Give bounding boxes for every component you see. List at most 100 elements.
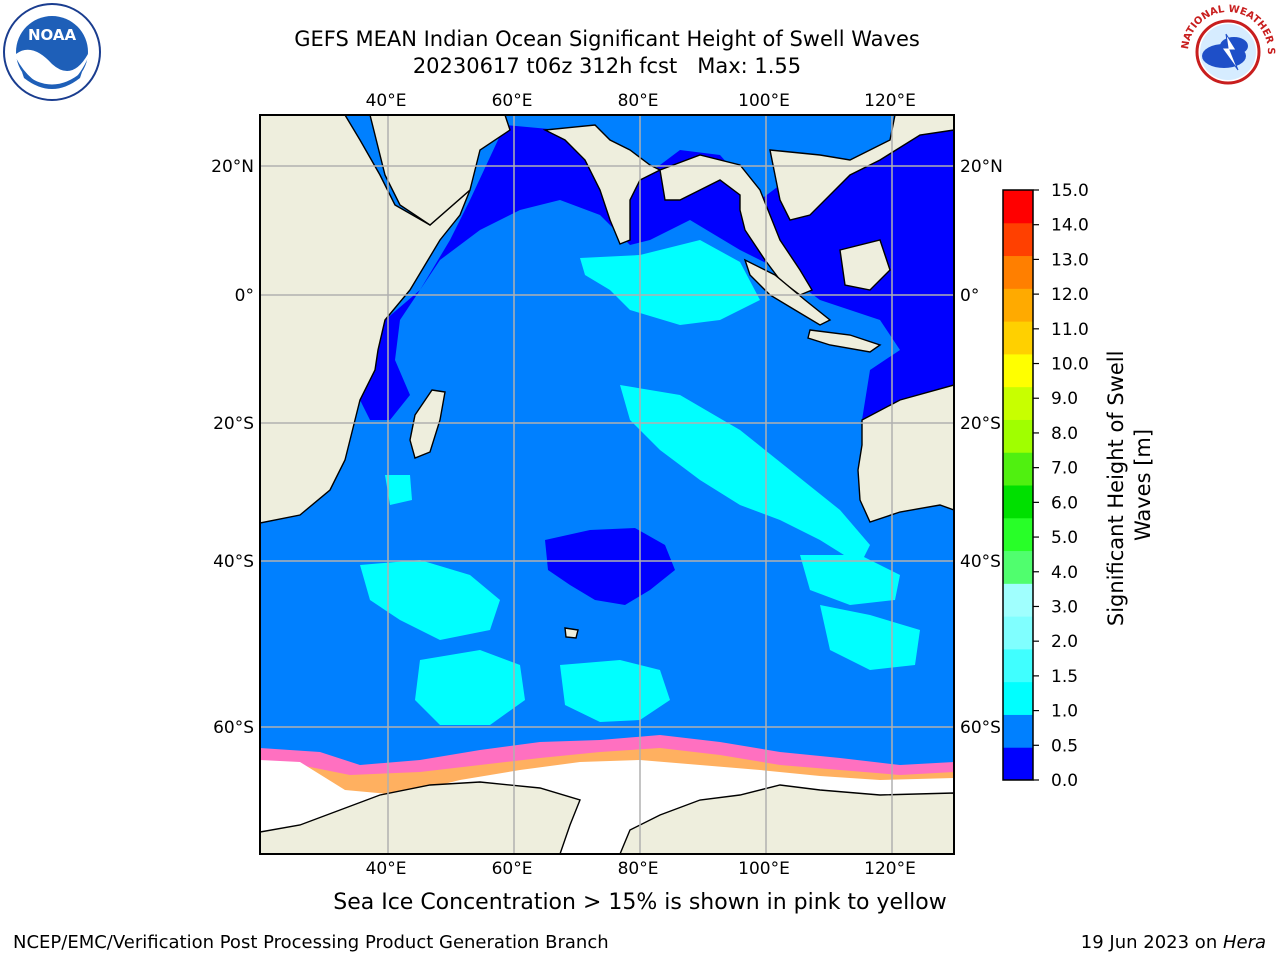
land-arabia — [369, 115, 511, 226]
footer-date: 19 Jun 2023 on Hera — [1081, 932, 1266, 953]
lon-tick-label: 100°E — [738, 91, 790, 111]
gridlines — [260, 115, 954, 854]
colorbar-tick-label: 7.0 — [1051, 459, 1078, 479]
land-australia — [857, 384, 954, 523]
lat-ticks-left: 20°N 0° 20°S 40°S 60°S — [211, 157, 254, 738]
colorbar-segment — [1003, 681, 1033, 715]
land-se-asia — [659, 154, 814, 296]
colorbar-tick-label: 3.0 — [1051, 597, 1078, 617]
colorbar-tick-label: 4.0 — [1051, 563, 1078, 583]
patch-west-small — [385, 475, 412, 505]
land-indochina — [769, 115, 954, 221]
colorbar-tick-label: 5.0 — [1051, 528, 1078, 548]
colorbar-tick-label: 12.0 — [1051, 285, 1089, 305]
lon-tick-label: 60°E — [492, 859, 533, 879]
lat-ticks-right: 20°N 0° 20°S 40°S 60°S — [960, 157, 1003, 738]
colorbar — [1002, 189, 1034, 781]
colorbar-tick-label: 13.0 — [1051, 250, 1089, 270]
land-antarctica-east — [619, 784, 954, 854]
footer-date-text: 19 Jun 2023 on — [1080, 932, 1223, 953]
colorbar-tick-label: 0.0 — [1051, 771, 1078, 791]
colorbar-frame — [1002, 189, 1034, 781]
map-area — [260, 115, 954, 854]
patch-east-2 — [820, 605, 920, 670]
land-madagascar — [409, 389, 446, 459]
colorbar-tick-label: 11.0 — [1051, 320, 1089, 340]
footer-credit: NCEP/EMC/Verification Post Processing Pr… — [13, 932, 609, 953]
lat-tick-label: 0° — [960, 286, 979, 306]
colorbar-title: Significant Height of Swell Waves [m] — [1104, 344, 1155, 626]
colorbar-segment — [1003, 222, 1033, 257]
land-borneo — [839, 239, 891, 291]
colorbar-segment — [1003, 452, 1033, 486]
colorbar-tick-label: 14.0 — [1051, 216, 1089, 236]
colorbar-tick-label: 10.0 — [1051, 355, 1089, 375]
colorbar-segment — [1003, 616, 1033, 650]
colorbar-segment — [1003, 386, 1033, 420]
colorbar-tick-label: 9.0 — [1051, 389, 1078, 409]
sea-ice-caption: Sea Ice Concentration > 15% is shown in … — [333, 890, 947, 915]
lat-tick-label: 20°S — [213, 414, 254, 434]
colorbar-segment — [1003, 648, 1033, 683]
colorbar-tick-label: 1.0 — [1051, 702, 1078, 722]
lon-tick-label: 80°E — [618, 91, 659, 111]
low-swell-south-patch — [545, 528, 675, 605]
lon-tick-label: 120°E — [864, 91, 916, 111]
nws-logo: NATIONAL WEATHER SERVICE — [1178, 4, 1276, 98]
lon-tick-label: 120°E — [864, 859, 916, 879]
land-africa — [260, 115, 471, 524]
noaa-logo-text: NOAA — [28, 26, 77, 44]
colorbar-segment — [1003, 583, 1033, 617]
land-java — [807, 329, 882, 353]
patch-equatorial — [580, 240, 760, 325]
colorbar-labels: 0.0 0.5 1.0 1.5 2.0 3.0 4.0 5.0 6.0 7.0 8.0 9.0 10.0… — [1033, 181, 1089, 791]
colorbar-segment — [1003, 190, 1033, 224]
lon-tick-label: 40°E — [366, 859, 407, 879]
patch-south-mid — [560, 660, 670, 722]
colorbar-tick-label: 8.0 — [1051, 424, 1078, 444]
colorbar-segment — [1003, 353, 1033, 388]
colorbar-tick-label: 1.5 — [1051, 667, 1078, 687]
lat-tick-label: 40°S — [213, 552, 254, 572]
colorbar-tick-label: 15.0 — [1051, 181, 1089, 201]
footer-host: Hera — [1222, 932, 1266, 953]
lon-ticks-bottom: 40°E 60°E 80°E 100°E 120°E — [366, 859, 916, 879]
land-antarctica — [260, 781, 581, 854]
colorbar-tick-label: 0.5 — [1051, 736, 1078, 756]
map-frame — [259, 114, 955, 855]
colorbar-segment — [1003, 517, 1033, 552]
colorbar-tick-label: 2.0 — [1051, 632, 1078, 652]
patch-sw-2 — [415, 650, 525, 725]
land-masses — [260, 115, 954, 854]
lon-ticks-top: 40°E 60°E 80°E 100°E 120°E — [366, 91, 916, 111]
mid-swell-patches — [360, 240, 920, 725]
patch-sw-1 — [360, 560, 500, 640]
lon-tick-label: 60°E — [492, 91, 533, 111]
noaa-logo: NOAA — [3, 3, 101, 101]
lat-tick-label: 20°N — [211, 157, 254, 177]
colorbar-segment — [1003, 288, 1033, 322]
colorbar-segment — [1003, 714, 1033, 748]
colorbar-segment — [1003, 255, 1033, 289]
colorbar-segment — [1003, 747, 1033, 781]
lat-tick-label: 40°S — [960, 552, 1001, 572]
colorbar-segment — [1003, 485, 1033, 519]
patch-central — [620, 385, 870, 565]
lat-tick-label: 20°N — [960, 157, 1003, 177]
lat-tick-label: 20°S — [960, 414, 1001, 434]
lon-tick-label: 40°E — [366, 91, 407, 111]
title-line-2: 20230617 t06z 312h fcst Max: 1.55 — [412, 54, 802, 78]
lon-tick-label: 100°E — [738, 859, 790, 879]
colorbar-segment — [1003, 419, 1033, 453]
lat-tick-label: 60°S — [213, 718, 254, 738]
colorbar-segment — [1003, 550, 1033, 584]
title-line-1: GEFS MEAN Indian Ocean Significant Heigh… — [294, 27, 920, 51]
land-kerguelen — [564, 627, 579, 639]
lat-tick-label: 60°S — [960, 718, 1001, 738]
colorbar-segment — [1003, 321, 1033, 355]
land-india — [542, 124, 662, 245]
lon-tick-label: 80°E — [618, 859, 659, 879]
patch-east-1 — [800, 555, 900, 605]
lat-tick-label: 0° — [235, 286, 254, 306]
